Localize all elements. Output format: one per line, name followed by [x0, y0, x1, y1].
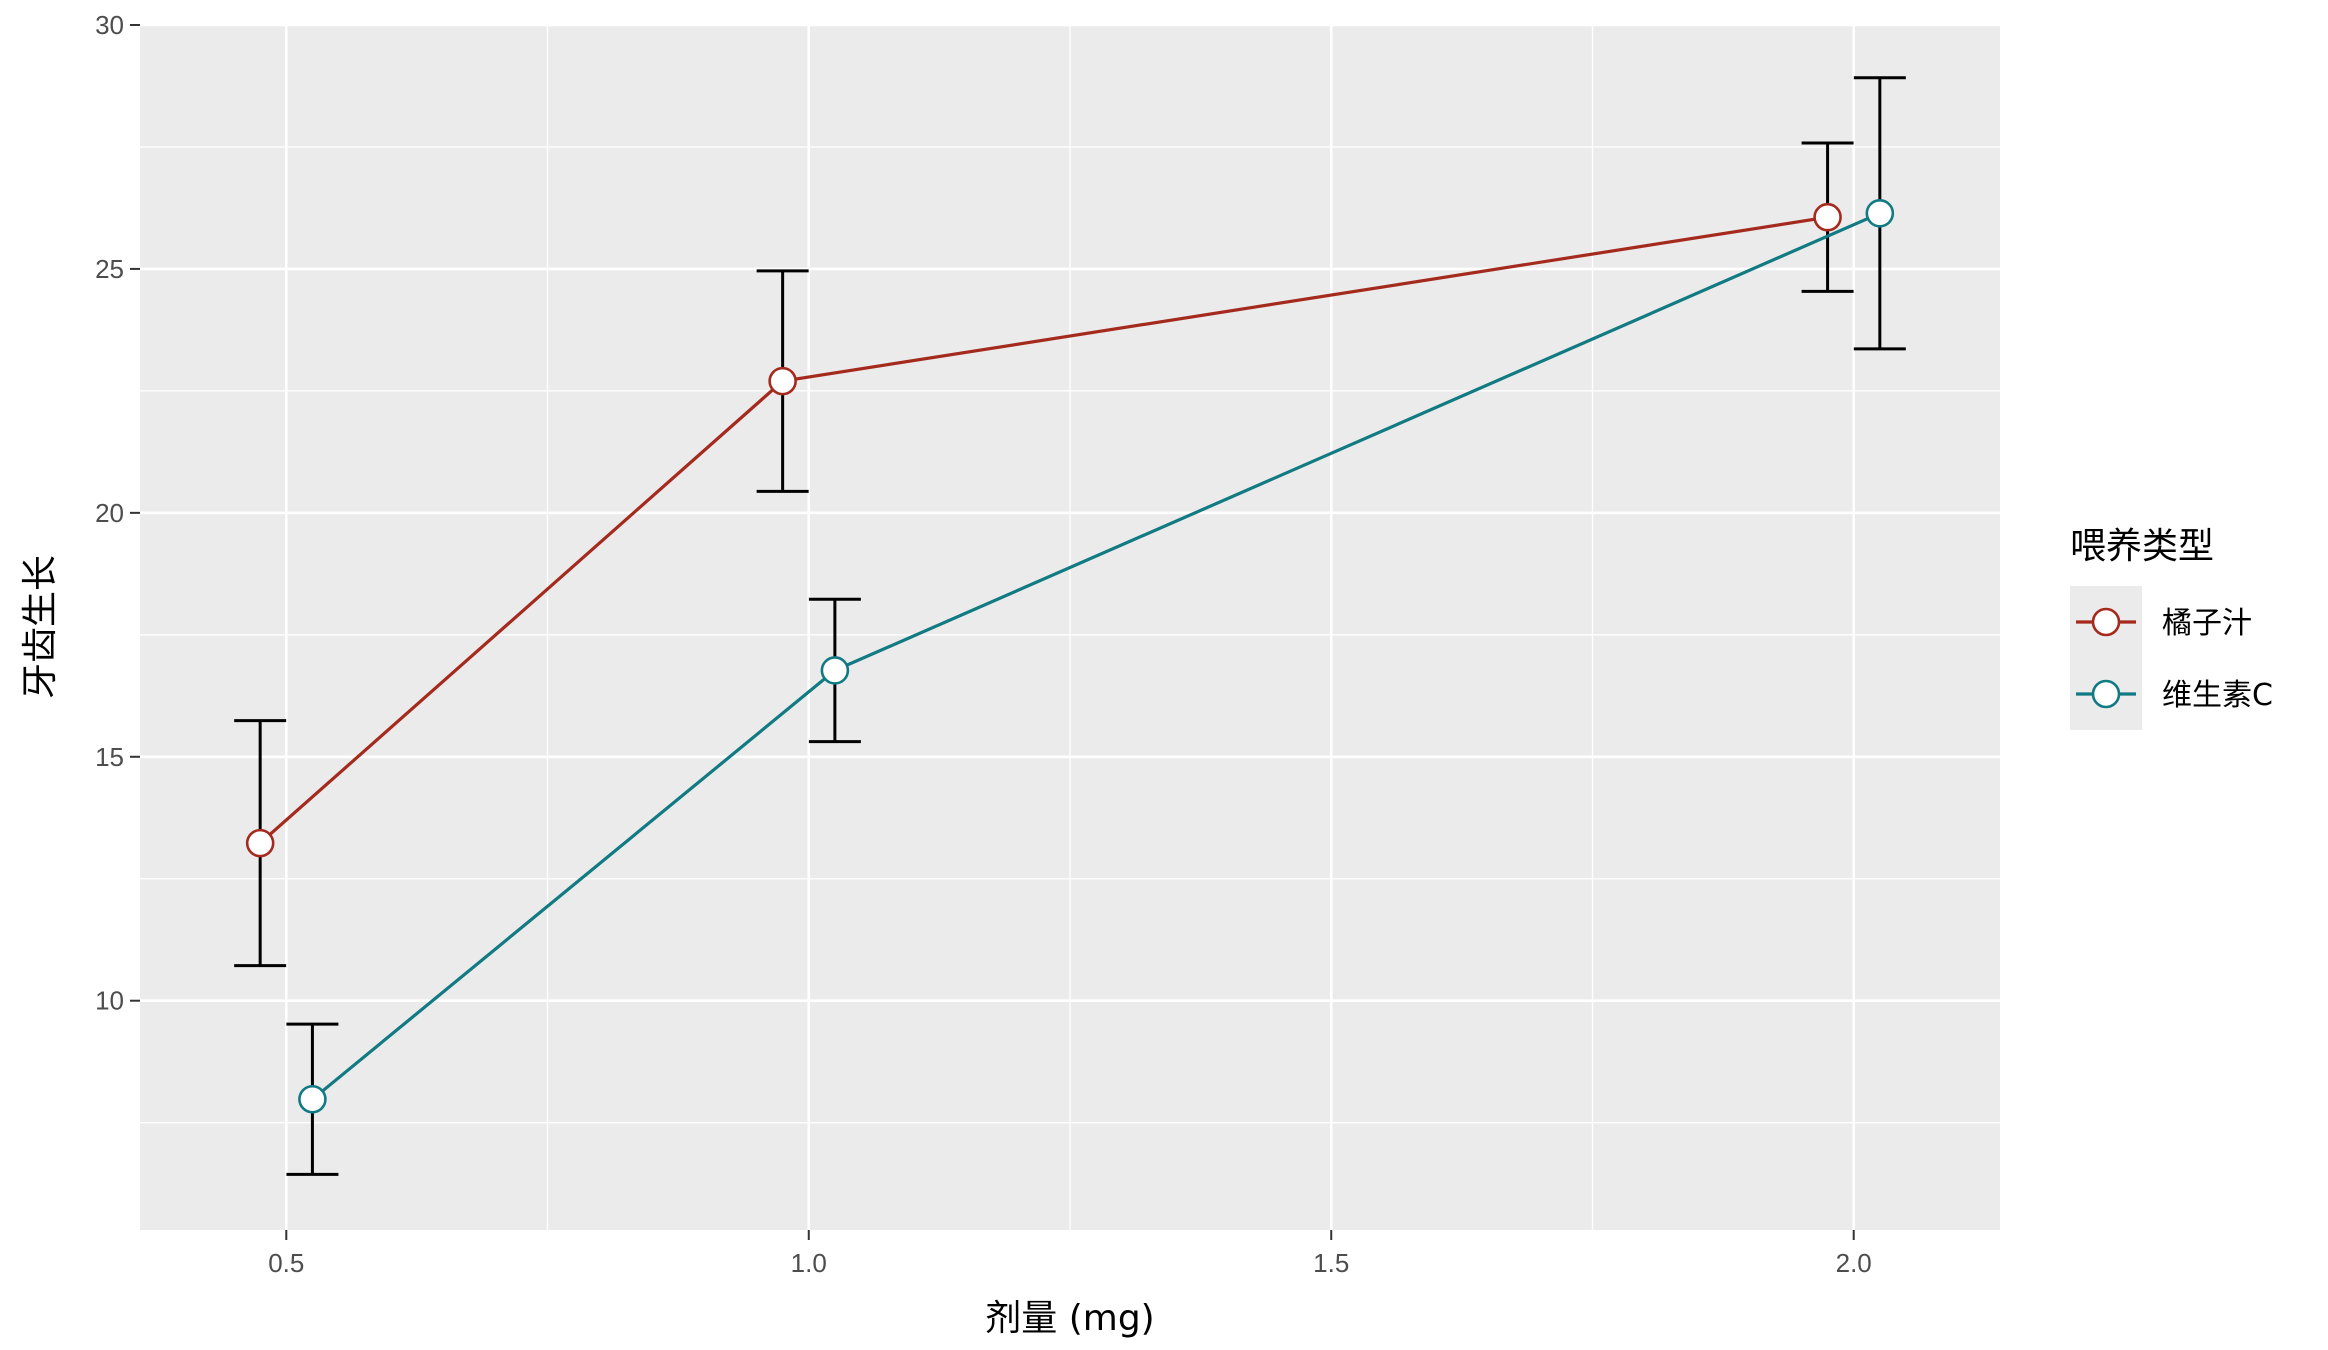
legend-label: 橘子汁 — [2162, 606, 2252, 641]
data-point — [245, 828, 275, 858]
data-point — [820, 656, 850, 685]
y-tick-label: 25 — [95, 254, 124, 284]
data-point — [1813, 202, 1842, 232]
data-point — [298, 1084, 327, 1114]
y-tick-label: 10 — [95, 986, 124, 1016]
data-point — [1865, 199, 1895, 228]
x-tick-label: 1.0 — [791, 1248, 827, 1278]
y-tick-label: 15 — [95, 742, 124, 772]
x-tick-label: 2.0 — [1836, 1248, 1872, 1278]
y-tick-label: 30 — [95, 10, 124, 40]
y-tick-label: 20 — [95, 498, 124, 528]
minor-gridlines — [140, 25, 2000, 1230]
legend-title: 喂养类型 — [2070, 526, 2214, 567]
y-axis-title: 牙齿生长 — [20, 555, 61, 699]
x-axis-title: 剂量 (mg) — [985, 1298, 1154, 1339]
major-gridlines — [140, 23, 2000, 1230]
x-tick-label: 0.5 — [268, 1248, 304, 1278]
y-axis: 10 15 20 25 30 — [95, 10, 140, 1016]
data-point — [768, 366, 797, 396]
legend-key-point — [2091, 679, 2121, 709]
legend-key-point — [2091, 607, 2121, 637]
x-tick-label: 1.5 — [1313, 1248, 1349, 1278]
series-layer — [234, 76, 1906, 1176]
legend-label: 维生素C — [2162, 678, 2273, 713]
x-axis: 0.5 1.0 1.5 2.0 — [268, 1230, 1872, 1278]
